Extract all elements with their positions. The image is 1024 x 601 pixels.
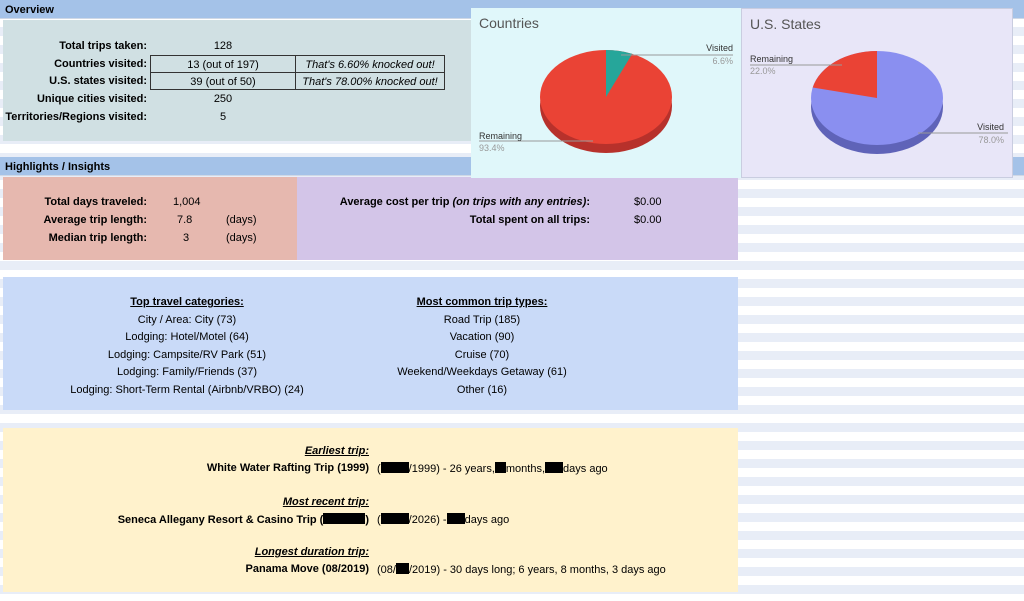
duration-value: 3 — [183, 232, 190, 244]
recent-trip-title: Most recent trip: — [282, 496, 369, 508]
overview-header-label: Overview — [5, 4, 54, 16]
category-item: Lodging: Short-Term Rental (Airbnb/VRBO)… — [70, 383, 304, 396]
earliest-paren: ( — [377, 463, 381, 475]
recent-name: Seneca Allegany Resort & Casino Trip ( — [117, 514, 324, 526]
earliest-years: /1999) - 26 years, — [408, 463, 495, 475]
redacted-date — [380, 462, 409, 473]
overview-label: U.S. states visited: — [49, 75, 147, 87]
states-chart-title: U.S. States — [750, 16, 821, 32]
countries-pie-svg — [479, 50, 733, 153]
longest-prefix: (08/ — [377, 564, 396, 576]
overview-label: Territories/Regions visited: — [5, 111, 147, 123]
redacted-days — [545, 462, 564, 473]
trip-type-item: Road Trip (185) — [443, 313, 521, 326]
overview-value: 13 (out of 197) — [150, 55, 296, 73]
states-pie-svg — [750, 51, 1008, 154]
trips-section — [3, 428, 738, 592]
avg-cost-value: $0.00 — [634, 196, 662, 208]
categories-title: Top travel categories: — [130, 296, 244, 308]
overview-value: 250 — [213, 93, 233, 105]
overview-label: Countries visited: — [54, 58, 147, 70]
earliest-months: months, — [505, 463, 546, 475]
trip-type-item: Vacation (90) — [449, 331, 515, 344]
categories-section — [3, 277, 738, 410]
earliest-trip-name: White Water Rafting Trip (1999) — [206, 462, 369, 474]
recent-paren: ( — [377, 514, 381, 526]
overview-value: 5 — [219, 111, 227, 123]
recent-trip-detail: ( /2026) - days ago — [377, 513, 509, 526]
visited-pct: 6.6% — [712, 56, 733, 66]
longest-trip-detail: (08/ /2019) - 30 days long; 6 years, 8 mo… — [377, 563, 666, 576]
overview-row-states: U.S. states visited: 39 (out of 50) That… — [0, 72, 450, 90]
duration-label: Total days traveled: — [44, 196, 148, 208]
overview-label: Unique cities visited: — [36, 93, 147, 105]
overview-row-trips: Total trips taken: 128 — [0, 40, 450, 56]
longest-trip-name: Panama Move (08/2019) — [245, 563, 369, 575]
trip-types-title: Most common trip types: — [416, 296, 548, 308]
cost-section — [297, 177, 738, 260]
pie-slice-remaining — [812, 51, 877, 98]
duration-label: Average trip length: — [43, 214, 148, 226]
duration-value: 7.8 — [177, 214, 193, 226]
trip-type-item: Cruise (70) — [454, 348, 510, 361]
duration-row: Average trip length: 7.8 (days) — [0, 214, 297, 230]
duration-section — [3, 177, 297, 260]
duration-row: Median trip length: 3 (days) — [0, 232, 297, 248]
trip-type-item: Weekend/Weekdays Getaway (61) — [397, 366, 567, 379]
overview-value: 39 (out of 50) — [150, 72, 296, 90]
overview-label: Total trips taken: — [59, 40, 147, 52]
countries-chart-title: Countries — [479, 15, 539, 31]
avg-cost-label: Average cost per trip (on trips with any… — [297, 196, 590, 208]
earliest-trip-detail: ( /1999) - 26 years, months, days ago — [377, 462, 608, 475]
avg-cost-label-qualifier: (on trips with any entries) — [452, 196, 587, 208]
remaining-label: Remaining — [479, 131, 523, 141]
visited-label: Visited — [977, 122, 1004, 132]
redacted-date — [380, 513, 409, 524]
recent-trip-name: Seneca Allegany Resort & Casino Trip () — [0, 513, 369, 526]
duration-unit: (days) — [226, 214, 257, 226]
overview-value: 128 — [213, 40, 233, 52]
total-spent-label: Total spent on all trips: — [469, 214, 590, 226]
category-item: City / Area: City (73) — [137, 313, 237, 326]
total-spent-value: $0.00 — [634, 214, 662, 226]
visited-label: Visited — [706, 43, 733, 53]
category-item: Lodging: Hotel/Motel (64) — [125, 331, 249, 344]
overview-note: That's 78.00% knocked out! — [295, 72, 445, 90]
duration-value: 1,004 — [173, 196, 201, 208]
remaining-pct: 93.4% — [479, 143, 505, 153]
duration-row: Total days traveled: 1,004 — [0, 196, 297, 212]
visited-pct: 78.0% — [978, 135, 1004, 145]
earliest-trip-title: Earliest trip: — [304, 445, 369, 457]
redacted-year — [323, 513, 366, 524]
trip-type-item: Other (16) — [456, 383, 508, 396]
trip-types-column: Most common trip types: Road Trip (185) … — [362, 294, 602, 400]
longest-trip-title: Longest duration trip: — [254, 546, 369, 558]
avg-cost-label-colon: : — [586, 196, 590, 208]
overview-row-countries: Countries visited: 13 (out of 197) That'… — [0, 55, 450, 73]
states-chart[interactable]: U.S. States Remaining 22.0% Visited 78.0… — [741, 8, 1013, 178]
recent-name-close: ) — [365, 514, 369, 526]
recent-days: days ago — [464, 514, 510, 526]
avg-cost-label-main: Average cost per trip — [339, 196, 453, 208]
countries-chart[interactable]: Countries Visited 6.6% Remaining 93.4% — [471, 8, 741, 178]
recent-year: /2026) - — [408, 514, 447, 526]
redacted-months — [494, 462, 506, 473]
overview-row-territories: Territories/Regions visited: 5 — [0, 111, 450, 127]
category-item: Lodging: Family/Friends (37) — [116, 366, 257, 379]
earliest-days: days ago — [563, 463, 608, 475]
pie-slice-visited — [606, 50, 633, 97]
duration-unit: (days) — [226, 232, 257, 244]
redacted-days — [446, 513, 465, 524]
overview-note: That's 6.60% knocked out! — [295, 55, 445, 73]
categories-column: Top travel categories: City / Area: City… — [37, 294, 337, 400]
redacted-day — [395, 563, 409, 574]
remaining-pct: 22.0% — [750, 66, 776, 76]
duration-label: Median trip length: — [48, 232, 147, 244]
longest-rest: /2019) - 30 days long; 6 years, 8 months… — [408, 564, 666, 576]
overview-row-cities: Unique cities visited: 250 — [0, 93, 450, 109]
remaining-label: Remaining — [750, 54, 794, 64]
category-item: Lodging: Campsite/RV Park (51) — [107, 348, 267, 361]
highlights-header-label: Highlights / Insights — [5, 161, 111, 173]
